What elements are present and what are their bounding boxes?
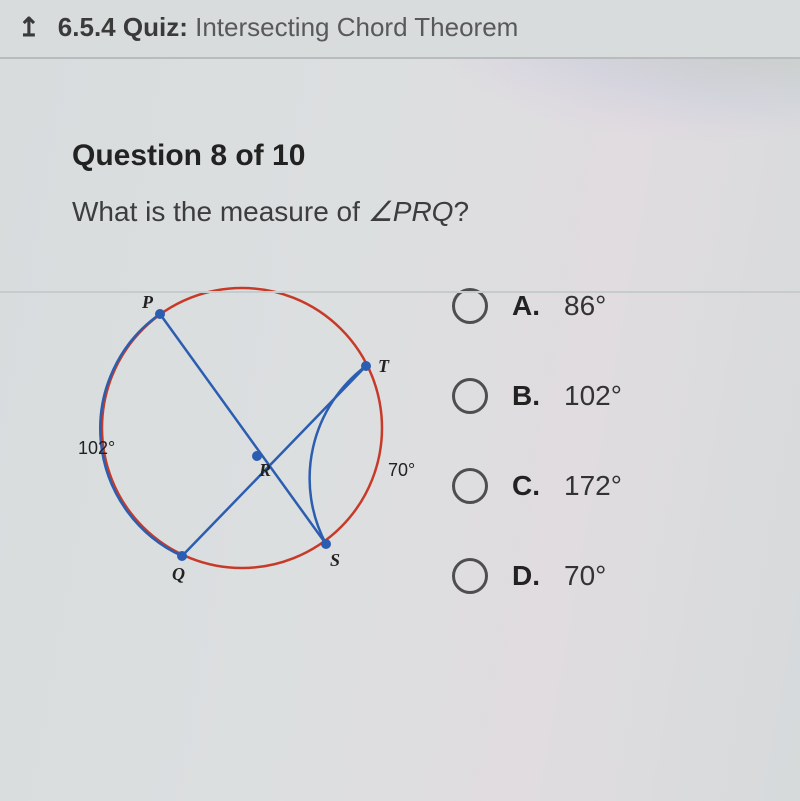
question-text: What is the measure of ∠PRQ? [72, 195, 740, 228]
topic: Intersecting Chord Theorem [195, 12, 518, 42]
prompt-prefix: What is the measure of [72, 196, 368, 227]
section-label: Quiz: [123, 12, 188, 42]
answer-letter: A. [512, 290, 540, 322]
radio-icon [452, 288, 488, 324]
answer-option-a[interactable]: A. 86° [452, 288, 622, 324]
back-icon[interactable]: ↥ [18, 12, 40, 43]
svg-text:S: S [330, 550, 340, 570]
answer-letter: D. [512, 560, 540, 592]
svg-text:P: P [141, 292, 154, 312]
question-row: P T S Q R 102° 70° A. 86° B. 102° C. 172° D. 7… [72, 258, 740, 603]
figure: P T S Q R 102° 70° [72, 258, 412, 603]
quiz-header: ↥ 6.5.4 Quiz: Intersecting Chord Theorem [0, 0, 800, 59]
svg-text:Q: Q [172, 564, 185, 584]
answer-letter: C. [512, 470, 540, 502]
answer-value: 70° [564, 560, 606, 592]
answer-option-b[interactable]: B. 102° [452, 378, 622, 414]
content-area: Question 8 of 10 What is the measure of … [0, 59, 800, 801]
radio-icon [452, 558, 488, 594]
svg-text:R: R [258, 460, 271, 480]
prompt-suffix: ? [453, 196, 469, 227]
radio-icon [452, 468, 488, 504]
answer-value: 102° [564, 380, 622, 412]
answer-list: A. 86° B. 102° C. 172° D. 70° [452, 258, 622, 594]
divider [0, 291, 800, 293]
header-title: 6.5.4 Quiz: Intersecting Chord Theorem [58, 12, 519, 43]
answer-option-c[interactable]: C. 172° [452, 468, 622, 504]
prompt-angle: ∠PRQ [368, 196, 454, 227]
answer-option-d[interactable]: D. 70° [452, 558, 622, 594]
question-number: Question 8 of 10 [72, 139, 740, 173]
radio-icon [452, 378, 488, 414]
svg-text:102°: 102° [78, 438, 115, 458]
geometry-svg: P T S Q R 102° 70° [72, 258, 432, 598]
answer-value: 86° [564, 290, 606, 322]
answer-letter: B. [512, 380, 540, 412]
svg-text:T: T [378, 356, 390, 376]
svg-text:70°: 70° [388, 460, 415, 480]
section-number: 6.5.4 [58, 12, 116, 42]
answer-value: 172° [564, 470, 622, 502]
